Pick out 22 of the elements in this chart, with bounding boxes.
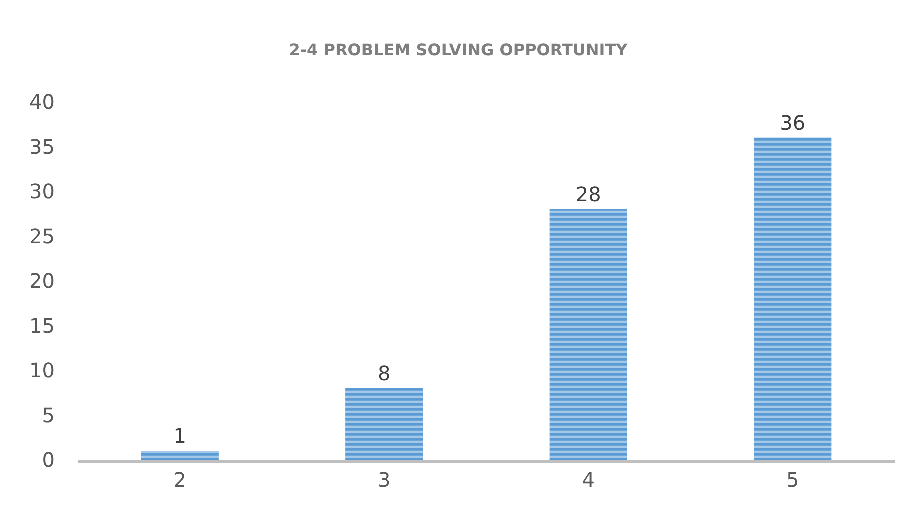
bar [141,451,219,460]
y-tick-label: 15 [30,314,55,338]
y-tick-label: 0 [42,448,55,472]
data-label: 8 [378,361,391,386]
y-tick-label: 25 [30,224,55,248]
y-tick-label: 5 [42,403,55,428]
y-tick-label: 40 [30,90,55,114]
x-tick-label: 5 [786,468,800,492]
bar [346,388,424,460]
y-tick-label: 30 [30,180,55,204]
y-tick-label: 35 [30,134,55,159]
chart-title: 2-4 PROBLEM SOLVING OPPORTUNITY [289,40,628,60]
data-label: 36 [780,110,806,135]
data-label: 28 [576,182,602,206]
x-tick-label: 3 [378,468,391,492]
y-tick-label: 20 [30,269,55,293]
bar [550,209,628,460]
x-tick-label: 4 [582,468,595,492]
data-label: 1 [174,424,186,448]
y-tick-label: 10 [30,358,55,382]
bar [754,138,832,460]
x-tick-label: 2 [174,468,186,492]
